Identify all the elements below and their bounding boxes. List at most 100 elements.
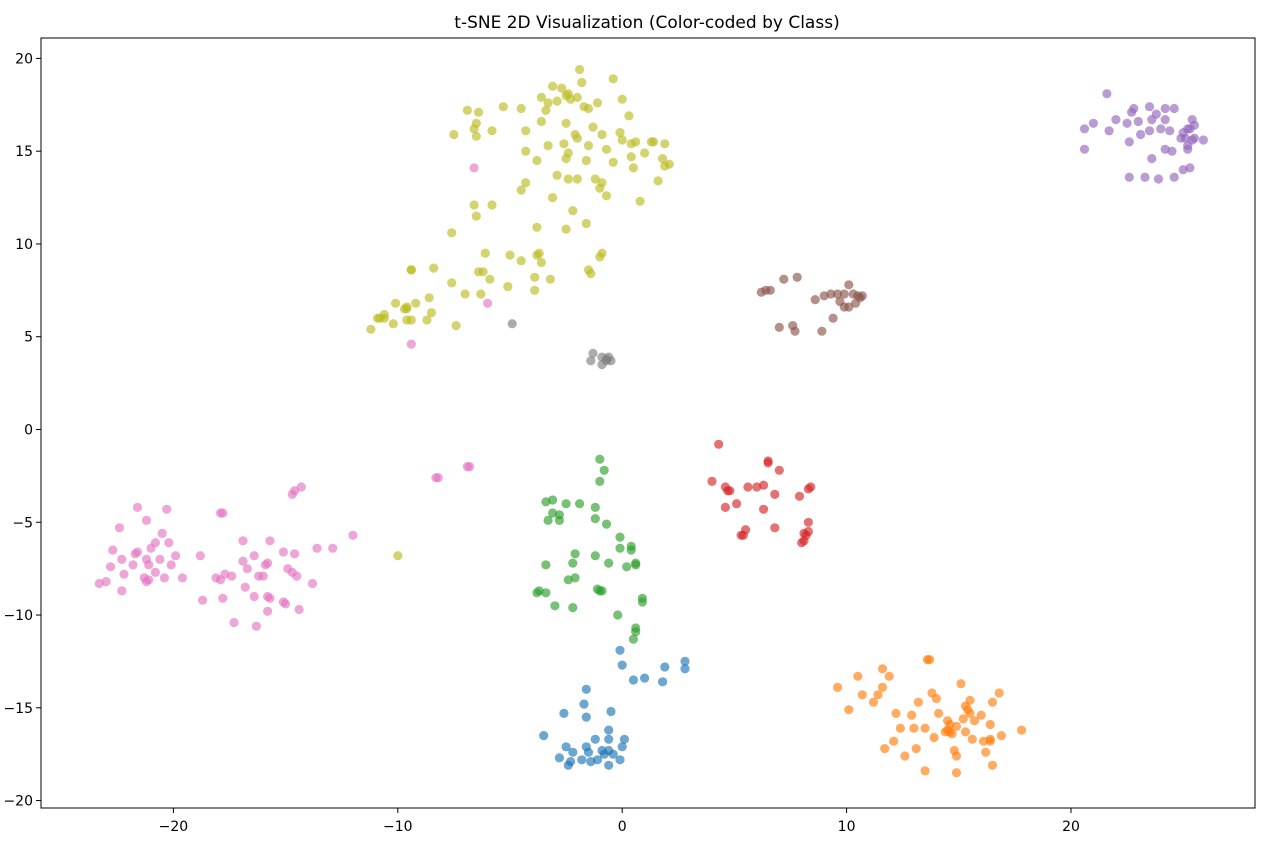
scatter-point: [608, 74, 618, 84]
scatter-point: [568, 206, 578, 216]
scatter-point: [803, 517, 814, 527]
scatter-point: [1017, 725, 1027, 735]
scatter-point: [144, 575, 154, 585]
scatter-point: [554, 515, 565, 526]
scatter-point: [561, 742, 571, 752]
scatter-point: [521, 126, 531, 136]
scatter-point: [658, 154, 668, 164]
scatter-point: [615, 645, 625, 655]
scatter-point: [290, 549, 300, 559]
scatter-point: [586, 356, 596, 366]
scatter-point: [664, 159, 674, 169]
scatter-point: [595, 476, 605, 486]
scatter-point: [536, 116, 547, 127]
scatter-point: [117, 586, 127, 596]
scatter-point: [388, 319, 398, 329]
scatter-point: [229, 617, 239, 628]
scatter-point: [617, 135, 627, 145]
scatter-point: [108, 545, 118, 555]
y-tick-label: 15: [15, 144, 33, 160]
scatter-point: [765, 285, 775, 295]
scatter-point: [240, 582, 250, 592]
scatter-point: [958, 714, 968, 724]
scatter-point: [877, 682, 888, 693]
scatter-point: [552, 96, 562, 106]
scatter-point: [157, 528, 167, 539]
scatter-point: [790, 326, 800, 336]
scatter-point: [965, 695, 975, 706]
scatter-point: [406, 265, 416, 275]
scatter-point: [1144, 126, 1155, 136]
scatter-point: [429, 263, 439, 273]
scatter-point: [162, 504, 172, 514]
scatter-point: [478, 267, 488, 277]
scatter-point: [732, 499, 742, 509]
scatter-point: [507, 319, 517, 329]
scatter-point: [1102, 89, 1112, 99]
scatter-point: [803, 526, 814, 537]
scatter-point: [913, 697, 924, 707]
scatter-point: [844, 280, 854, 290]
y-axis: −20 −15 −10 −5 0 5 10 15 20: [3, 51, 41, 810]
scatter-point: [680, 664, 690, 674]
scatter-point: [595, 454, 605, 464]
scatter-point: [649, 137, 659, 147]
scatter-point: [292, 571, 302, 581]
y-tick-label: 5: [24, 330, 33, 346]
scatter-point: [227, 571, 237, 581]
scatter-point: [469, 163, 479, 173]
scatter-point: [1156, 124, 1166, 134]
scatter-point: [981, 747, 991, 757]
scatter-point: [462, 462, 472, 472]
scatter-point: [471, 211, 481, 221]
scatter-point: [996, 731, 1007, 741]
scatter-point: [658, 677, 668, 687]
scatter-point: [759, 504, 769, 514]
scatter-point: [985, 719, 995, 730]
scatter-point: [106, 562, 116, 572]
scatter-point: [911, 744, 921, 754]
scatter-point: [597, 360, 607, 370]
scatter-point: [530, 285, 540, 295]
scatter-point: [622, 562, 632, 572]
y-tick-label: −5: [12, 515, 33, 531]
scatter-point: [251, 621, 261, 631]
x-tick-label: −10: [383, 819, 413, 835]
scatter-point: [628, 163, 639, 173]
scatter-point: [563, 760, 573, 770]
scatter-point: [604, 760, 614, 770]
scatter-point: [265, 593, 275, 603]
scatter-point: [868, 697, 879, 707]
scatter-point: [561, 224, 571, 234]
scatter-point: [449, 129, 459, 140]
scatter-point: [617, 660, 627, 670]
chart-title: t-SNE 2D Visualization (Color-coded by C…: [454, 13, 839, 33]
scatter-point: [581, 155, 591, 166]
scatter-point: [545, 274, 556, 284]
scatter-point: [460, 289, 470, 299]
scatter-point: [249, 591, 259, 602]
scatter-point: [566, 94, 576, 104]
scatter-point: [543, 141, 553, 151]
scatter-point: [1160, 115, 1170, 125]
scatter-point: [583, 103, 594, 114]
scatter-point: [101, 577, 111, 587]
x-tick-label: 0: [618, 819, 627, 835]
scatter-point: [195, 551, 205, 561]
scatter-point: [263, 606, 273, 616]
scatter-point: [1079, 124, 1090, 134]
scatter-point: [601, 519, 612, 529]
scatter-point: [601, 144, 612, 154]
scatter-point: [166, 560, 176, 570]
scatter-point: [1144, 102, 1155, 112]
scatter-point: [447, 228, 457, 238]
scatter-point: [563, 174, 573, 184]
scatter-point: [855, 293, 865, 303]
scatter-point: [1104, 126, 1114, 136]
scatter-point: [561, 154, 571, 164]
scatter-point: [763, 458, 773, 468]
scatter-point: [469, 200, 479, 210]
scatter-point: [411, 298, 421, 308]
scatter-point: [375, 313, 385, 323]
scatter-point: [1189, 133, 1199, 143]
